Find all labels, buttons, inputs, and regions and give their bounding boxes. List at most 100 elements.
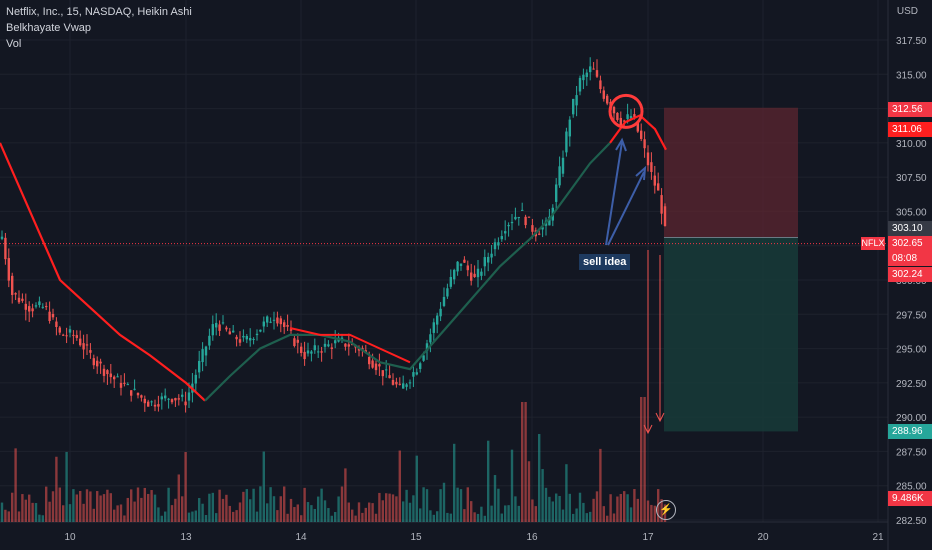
volume-bar	[225, 494, 228, 522]
volume-bar	[286, 513, 289, 522]
volume-bar	[453, 443, 456, 522]
candle	[453, 268, 456, 285]
volume-bar	[568, 493, 571, 522]
candle	[58, 326, 61, 336]
candle	[303, 341, 306, 366]
volume-bar	[500, 513, 503, 522]
candle	[432, 318, 435, 342]
candle	[629, 109, 633, 121]
candle	[147, 399, 150, 407]
candle	[578, 75, 582, 96]
volume-bar	[541, 469, 544, 522]
lightning-icon[interactable]: ⚡	[656, 500, 676, 520]
volume-bar	[106, 489, 109, 522]
volume-bar	[582, 502, 585, 522]
candle	[558, 156, 561, 188]
volume-bar	[245, 489, 248, 522]
currency-label: USD	[896, 6, 918, 17]
candle	[85, 334, 89, 355]
chart-title[interactable]: Netflix, Inc., 15, NASDAQ, Heikin Ashi	[6, 6, 192, 18]
volume-bar	[388, 493, 391, 522]
volume-bar	[585, 513, 588, 522]
indicator-label[interactable]: Belkhayate Vwap	[6, 22, 91, 34]
candle	[548, 208, 551, 226]
volume-bar	[337, 496, 340, 522]
volume-bar	[184, 452, 187, 522]
price-tick-label: 295.00	[896, 345, 927, 356]
volume-bar	[391, 494, 395, 522]
volume-label[interactable]: Vol	[6, 38, 22, 50]
sell-idea-label[interactable]: sell idea	[579, 254, 631, 270]
volume-bar	[534, 506, 537, 522]
candle	[38, 296, 41, 308]
volume-bar	[340, 486, 344, 522]
volume-bar	[636, 498, 639, 522]
volume-bar	[544, 487, 548, 522]
volume-bar	[344, 468, 347, 522]
volume-bar	[415, 455, 418, 522]
volume-bar	[133, 501, 136, 522]
volume-bar	[92, 508, 95, 522]
candle	[561, 150, 565, 177]
volume-bar	[58, 487, 61, 522]
candle	[320, 346, 323, 362]
candle	[521, 202, 524, 211]
candle	[412, 366, 415, 388]
volume-bar	[170, 505, 174, 522]
volume-bar	[432, 514, 435, 522]
volume-bar	[249, 499, 252, 522]
candle	[347, 333, 350, 356]
candle	[436, 312, 439, 334]
volume-bar	[405, 489, 408, 522]
volume-bar	[72, 489, 75, 522]
volume-bar	[208, 493, 211, 522]
candle	[238, 331, 242, 347]
candle	[21, 293, 24, 303]
volume-bar	[626, 494, 629, 522]
price-tick-label: 297.50	[896, 310, 927, 321]
candle	[235, 334, 238, 347]
volume-bar	[201, 503, 204, 522]
volume-bar	[592, 498, 595, 522]
volume-bar	[228, 505, 231, 522]
candle	[646, 145, 650, 172]
candle	[75, 330, 78, 341]
candle	[487, 252, 490, 272]
volume-bar	[402, 501, 405, 522]
candle	[493, 238, 497, 257]
volume-bar	[211, 492, 214, 522]
volume-bar	[310, 505, 313, 522]
candle	[323, 338, 327, 353]
volume-bar	[589, 511, 592, 522]
volume-bar	[643, 397, 646, 522]
candle	[48, 301, 51, 324]
candle	[113, 375, 116, 388]
candle	[317, 345, 320, 358]
candle	[449, 269, 452, 290]
candle	[374, 360, 378, 375]
volume-bar	[473, 512, 476, 522]
volume-bar	[215, 513, 218, 522]
price-tag-stop: 312.56	[888, 102, 932, 117]
volume-bar	[361, 512, 364, 522]
candle	[106, 369, 109, 385]
volume-bar	[55, 456, 58, 522]
candle	[211, 315, 214, 341]
candle	[249, 328, 252, 347]
volume-bar	[24, 499, 27, 522]
volume-bar	[480, 506, 483, 522]
volume-bar	[429, 510, 432, 522]
time-tick-label: 17	[642, 532, 654, 543]
candle	[663, 203, 667, 227]
volume-bar	[456, 487, 459, 522]
candle	[119, 375, 123, 396]
projection-arrow-head	[643, 424, 653, 435]
candle	[504, 220, 507, 241]
price-tick-label: 310.00	[896, 139, 927, 150]
candle	[480, 268, 483, 281]
volume-bar	[578, 492, 582, 522]
volume-bar	[79, 490, 82, 522]
volume-bar	[123, 515, 126, 522]
